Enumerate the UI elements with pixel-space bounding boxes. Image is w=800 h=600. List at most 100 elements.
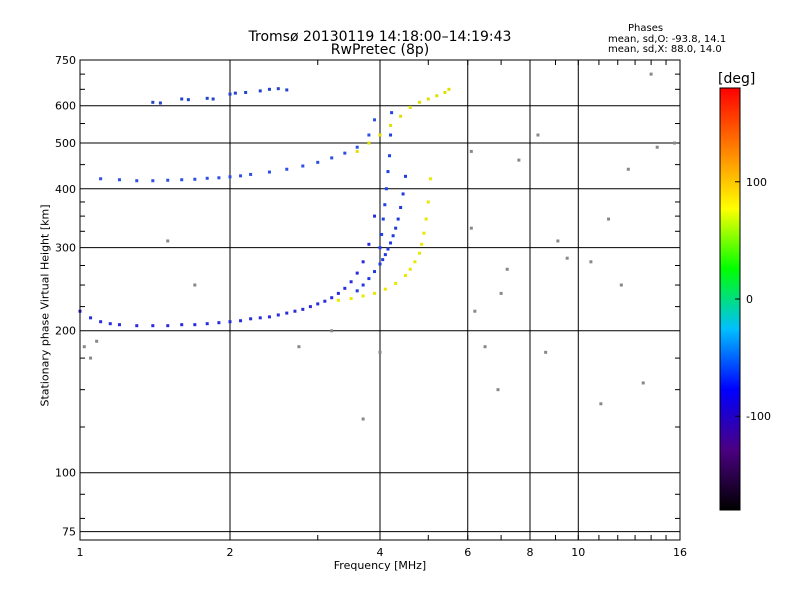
data-point [301, 307, 305, 311]
phase-stats-x-line: mean, sd,X: 88.0, 14.0 [608, 44, 722, 55]
data-point [316, 302, 320, 306]
y-tick-label: 600 [55, 100, 76, 113]
data-point [180, 97, 184, 101]
data-point [408, 267, 412, 271]
data-point [426, 200, 430, 204]
data-point [166, 239, 170, 243]
data-point [389, 241, 393, 245]
data-point [343, 286, 347, 290]
data-point [413, 260, 417, 264]
phase-stats-o-line: mean, sd,O: -93.8, 14.1 [608, 34, 727, 45]
data-point [117, 178, 121, 182]
data-point [355, 149, 359, 153]
y-tick-label: 200 [55, 325, 76, 338]
data-point [89, 356, 93, 360]
data-point [239, 174, 243, 178]
data-point [589, 260, 593, 264]
data-point [517, 158, 521, 162]
data-point [308, 305, 312, 309]
data-point [417, 100, 421, 104]
data-point [641, 381, 645, 385]
data-point [403, 273, 407, 277]
data-point [108, 322, 112, 326]
data-point [655, 145, 659, 149]
data-point [285, 167, 289, 171]
data-point [386, 170, 390, 174]
data-point [193, 177, 197, 181]
data-point [435, 94, 439, 98]
x-axis-label: Frequency [MHz] [333, 559, 427, 572]
data-point [619, 283, 623, 287]
data-point [205, 96, 209, 100]
data-point [378, 133, 382, 137]
data-point [249, 172, 253, 176]
x-tick-label: 16 [673, 546, 687, 559]
data-point [285, 311, 289, 315]
data-point [267, 87, 271, 91]
data-point [301, 164, 305, 168]
data-point [258, 89, 262, 93]
data-point [135, 179, 139, 183]
data-point [135, 324, 139, 328]
chart-subtitle: RwPretec (8p) [330, 42, 430, 58]
data-point [394, 281, 398, 285]
y-tick-label: 100 [55, 467, 76, 480]
axes: 1 2 4 6 8 10 16 75 100 200 300 400 500 600 750 [55, 54, 687, 559]
data-point [151, 100, 155, 104]
colorbar-gradient [720, 88, 740, 510]
data-point [186, 98, 190, 102]
data-point [244, 90, 248, 94]
data-point [323, 299, 327, 303]
data-point [483, 345, 487, 349]
data-point [378, 246, 382, 250]
data-point [373, 118, 377, 122]
y-tick-label: 75 [62, 526, 76, 539]
data-point [388, 154, 392, 158]
y-tick-label: 750 [55, 54, 76, 67]
colorbar-tick-label: 100 [746, 176, 767, 189]
x-tick-label: 10 [571, 546, 585, 559]
x-tick-label: 8 [527, 546, 534, 559]
data-point [399, 114, 403, 118]
data-point [151, 324, 155, 328]
data-point [499, 291, 503, 295]
data-point [649, 72, 653, 76]
data-point [267, 315, 271, 319]
data-point [228, 320, 232, 324]
data-point [361, 417, 365, 421]
data-point [151, 179, 155, 183]
data-point [389, 123, 393, 127]
data-point [267, 170, 271, 174]
data-point [205, 176, 209, 180]
x-tick-label: 2 [227, 546, 234, 559]
data-point [285, 88, 289, 92]
data-point [426, 97, 430, 101]
data-point [258, 316, 262, 320]
data-point [355, 289, 359, 293]
data-point [378, 262, 382, 266]
data-point [99, 177, 103, 181]
data-point [249, 317, 253, 321]
data-point [408, 105, 412, 109]
data-point [180, 323, 184, 327]
data-point [389, 133, 393, 137]
data-point [565, 256, 569, 260]
data-point [422, 231, 426, 235]
data-point [343, 151, 347, 155]
data-point [373, 214, 377, 218]
data-point [420, 242, 424, 246]
data-point [355, 145, 359, 149]
data-point [383, 203, 387, 207]
data-point [166, 178, 170, 182]
data-point [349, 280, 353, 284]
y-tick-label: 400 [55, 183, 76, 196]
data-point [417, 251, 421, 255]
grid [80, 60, 680, 540]
data-point [473, 309, 477, 313]
data-point [469, 149, 473, 153]
data-point [399, 206, 403, 210]
data-point [469, 226, 473, 230]
x-tick-label: 1 [77, 546, 84, 559]
data-point [367, 242, 371, 246]
data-point [117, 323, 121, 327]
